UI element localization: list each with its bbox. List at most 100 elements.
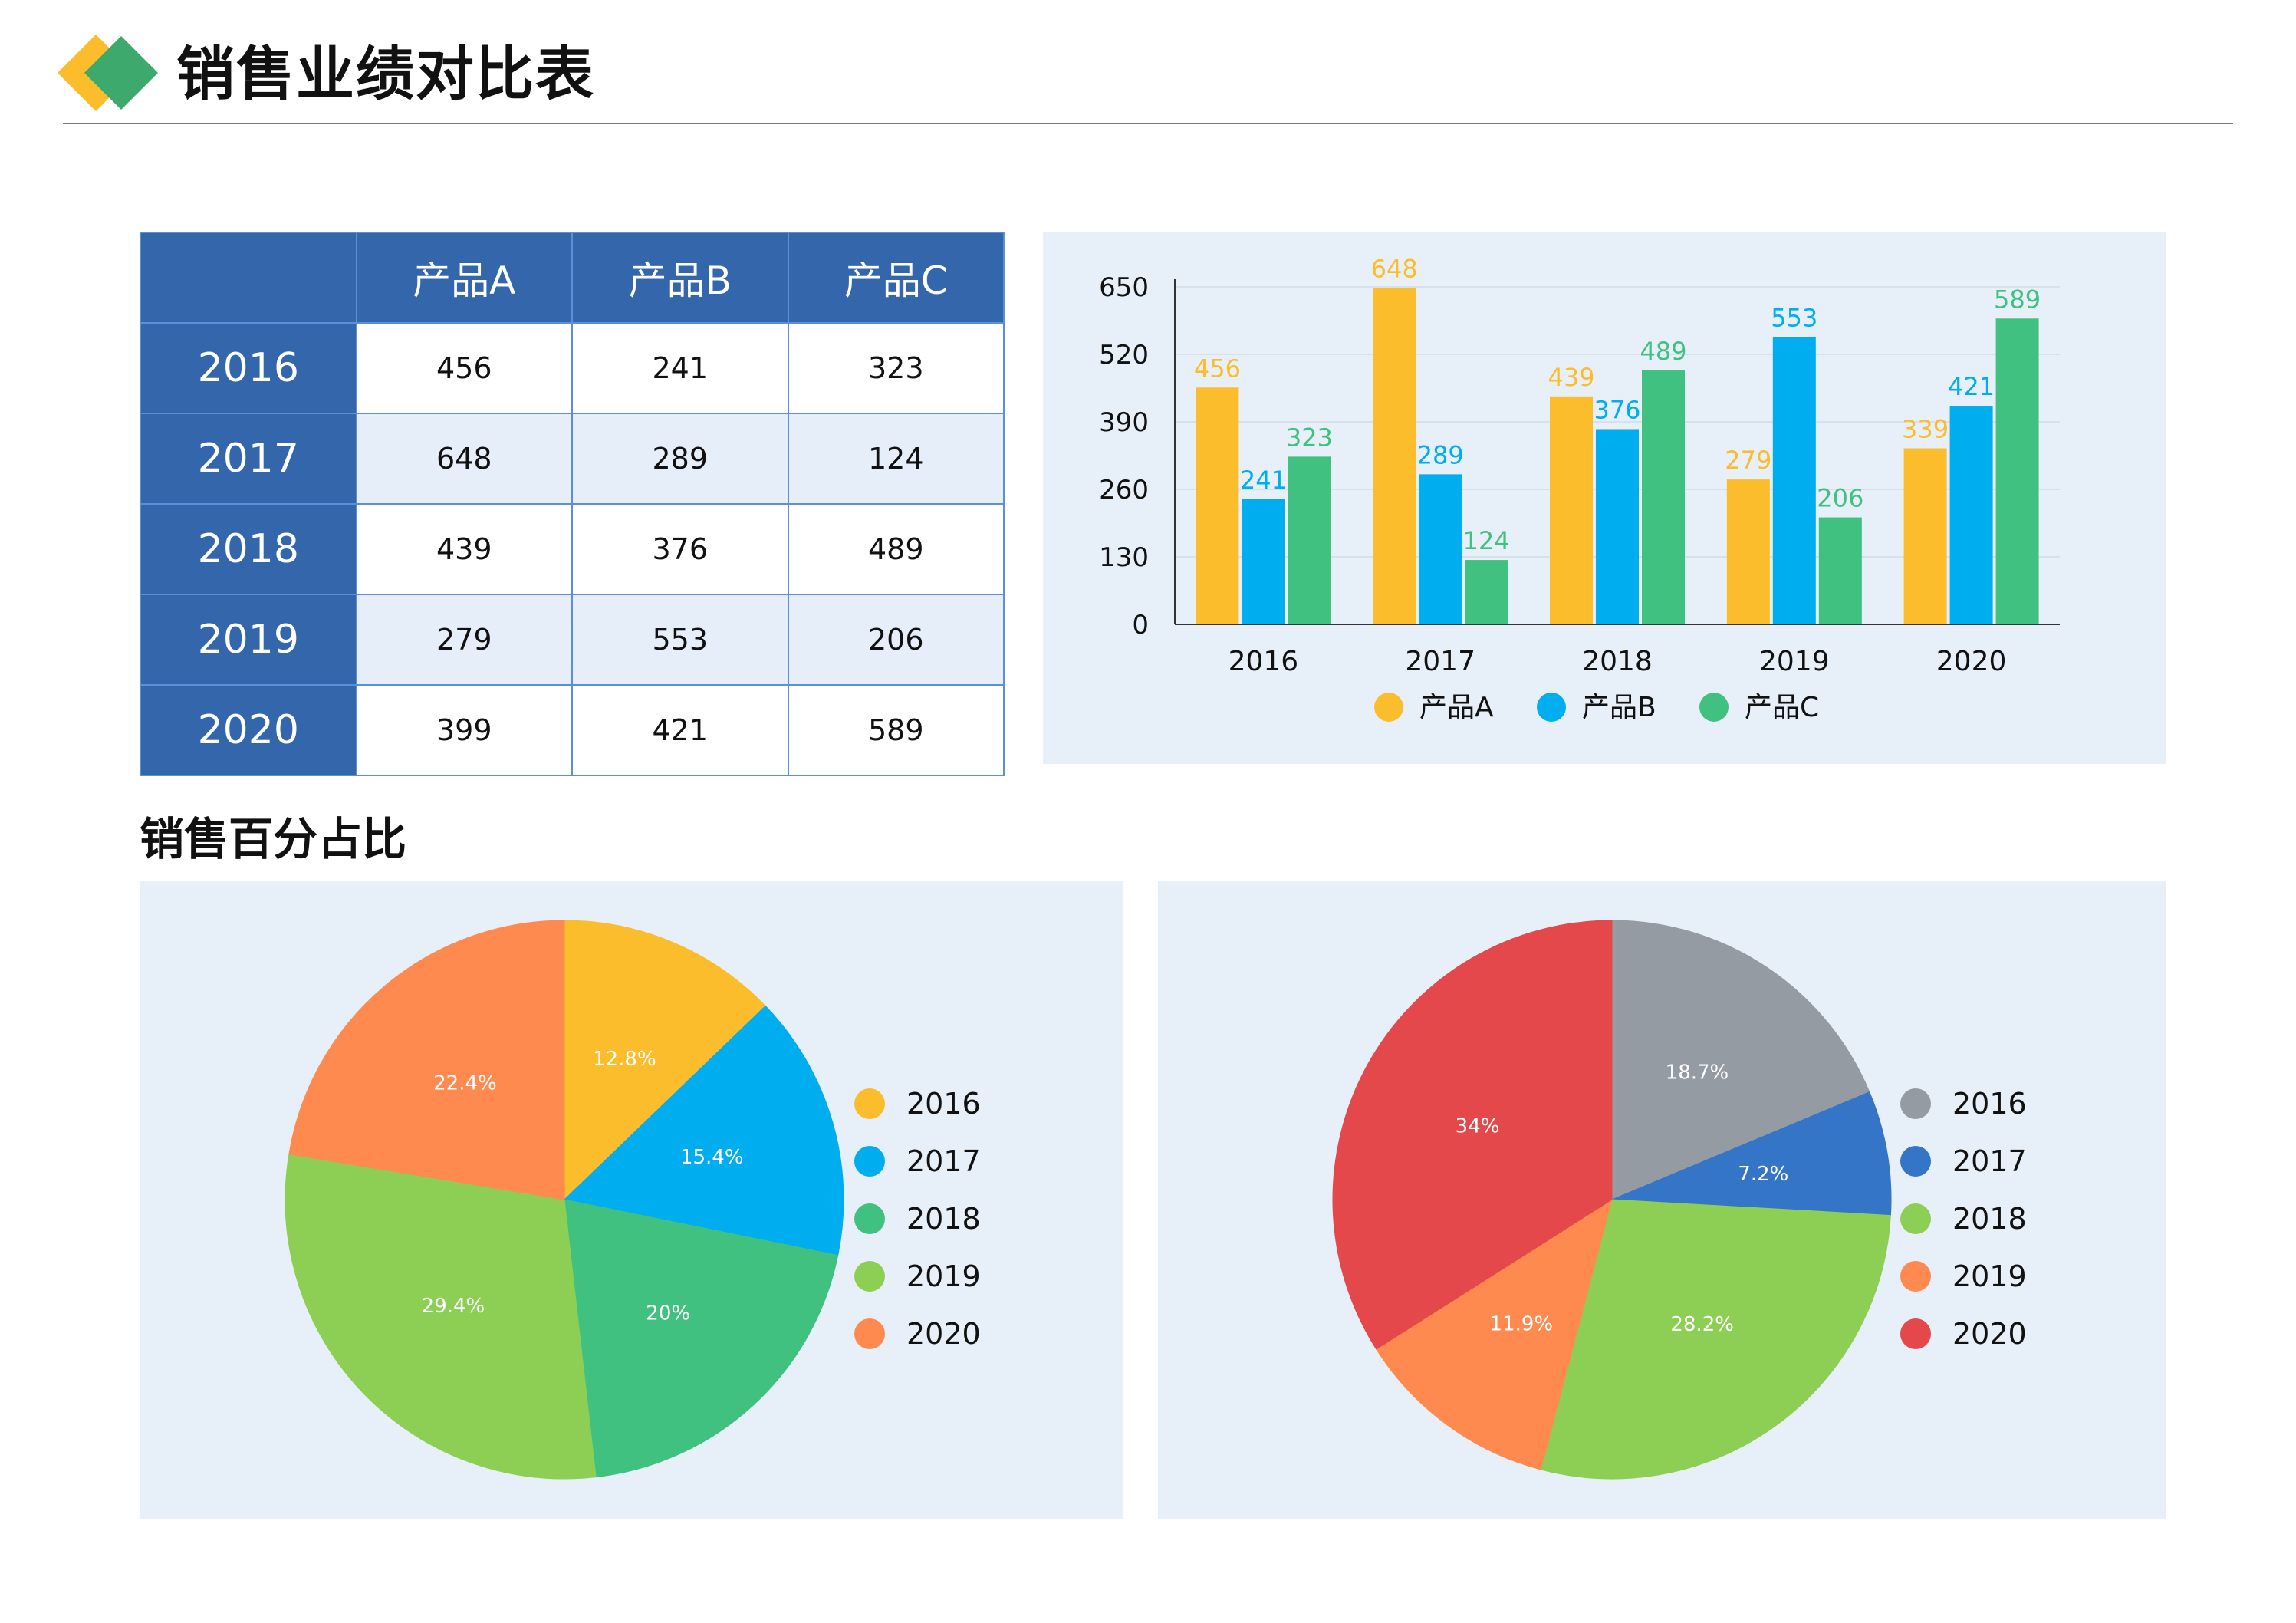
y-tick-label: 390 [1099, 407, 1149, 438]
table-cell: 489 [787, 503, 1005, 595]
table-cell: 399 [355, 684, 573, 776]
bar [1818, 517, 1862, 624]
slice-percent-label: 12.8% [593, 1048, 656, 1071]
bar [1642, 370, 1685, 624]
x-tick-label: 2020 [1936, 646, 2007, 677]
pie-chart-panel-1: 12.8% 15.4% 20% 29.4% 22.4% 2016 2017 2018 2019 2… [140, 881, 1123, 1519]
legend-marker [1900, 1318, 1931, 1349]
pie-chart-panel-2: 18.7% 7.2% 28.2% 11.9% 34% 2016 2017 2018 2019 20… [1158, 881, 2166, 1519]
legend-marker [854, 1203, 885, 1234]
legend-marker [854, 1318, 885, 1349]
pie-slice [563, 1005, 844, 1256]
row-header: 2019 [140, 594, 357, 686]
y-tick-label: 260 [1099, 475, 1149, 505]
bar [1903, 448, 1947, 624]
bar-value-label: 279 [1725, 446, 1771, 475]
pie-chart-2: 18.7% 7.2% 28.2% 11.9% 34% 2016 2017 2018 2019 20… [1332, 920, 2027, 1480]
table-cell: 279 [355, 594, 573, 686]
bar [1373, 288, 1416, 624]
slice-percent-label: 34% [1456, 1115, 1500, 1138]
pie-slice [1375, 1198, 1613, 1470]
pie-slice [564, 920, 766, 1201]
row-header: 2018 [140, 503, 357, 595]
table-cell: 648 [355, 413, 573, 505]
legend-label: 2017 [906, 1144, 981, 1178]
slice-percent-label: 29.4% [422, 1295, 485, 1318]
slice-percent-label: 22.4% [433, 1072, 497, 1095]
bar-value-label: 589 [1994, 285, 2041, 314]
legend-label: 产品A [1419, 692, 1494, 723]
x-tick-label: 2017 [1405, 646, 1475, 677]
legend-marker [1699, 693, 1729, 722]
row-header: 2017 [140, 413, 357, 505]
bar-value-label: 489 [1640, 337, 1686, 366]
column-header: 产品B [571, 232, 789, 324]
row-header: 2020 [140, 684, 357, 776]
pie-slice [1611, 920, 1870, 1200]
legend-marker [854, 1146, 885, 1177]
bar [1242, 499, 1285, 624]
pie-slice [1540, 1199, 1891, 1480]
column-header: 产品C [787, 232, 1005, 324]
legend-label: 2020 [1952, 1317, 2027, 1351]
table-cell: 289 [571, 413, 789, 505]
table-cell: 439 [355, 503, 573, 595]
table-cell: 206 [787, 594, 1005, 686]
table-cell: 376 [571, 503, 789, 595]
legend-label: 2019 [1952, 1259, 2027, 1293]
legend-marker [1900, 1261, 1931, 1292]
y-tick-label: 0 [1132, 610, 1149, 640]
bar-value-label: 339 [1902, 415, 1949, 444]
bar-value-label: 553 [1771, 304, 1817, 333]
bar-value-label: 241 [1240, 466, 1287, 495]
pie-slice [285, 1154, 597, 1480]
bar [1196, 387, 1239, 624]
table-cell: 241 [571, 322, 789, 414]
legend-marker [854, 1088, 885, 1119]
legend-label: 2017 [1952, 1144, 2027, 1178]
pie-chart-1: 12.8% 15.4% 20% 29.4% 22.4% 2016 2017 2018 2019 2… [285, 920, 981, 1480]
table-row: 2016 456 241 323 [140, 322, 1005, 414]
bar [1949, 406, 1993, 624]
legend-label: 2018 [906, 1202, 981, 1236]
y-tick-label: 130 [1099, 542, 1149, 573]
x-tick-label: 2016 [1229, 646, 1299, 677]
legend-label: 产品B [1582, 692, 1656, 723]
table-row: 2018 439 376 489 [140, 503, 1005, 595]
bar [1995, 318, 2039, 624]
pie-slice [1332, 920, 1613, 1350]
bar-value-label: 124 [1463, 526, 1510, 555]
bar-value-label: 376 [1594, 395, 1640, 424]
y-tick-label: 650 [1099, 272, 1149, 303]
bar-value-label: 206 [1817, 484, 1863, 513]
sales-table: 产品A 产品B 产品C 2016 456 241 323 2017 648 28… [140, 232, 1005, 776]
bar-value-label: 289 [1417, 440, 1464, 469]
column-header: 产品A [355, 232, 573, 324]
legend-marker [1374, 693, 1403, 722]
legend-label: 2016 [1952, 1087, 2027, 1121]
bar [1288, 456, 1331, 624]
bar [1419, 474, 1462, 624]
table-cell: 553 [571, 594, 789, 686]
bar-value-label: 456 [1194, 354, 1241, 383]
table-corner-cell [140, 232, 357, 324]
x-tick-label: 2018 [1582, 646, 1653, 677]
table-cell: 124 [787, 413, 1005, 505]
table-cell: 589 [787, 684, 1005, 776]
legend-marker [1900, 1203, 1931, 1234]
slice-percent-label: 11.9% [1490, 1313, 1554, 1336]
bar-value-label: 323 [1286, 423, 1333, 452]
title-divider [63, 123, 2233, 124]
legend-label: 2020 [906, 1317, 981, 1351]
legend-marker [1900, 1088, 1931, 1119]
table-cell: 323 [787, 322, 1005, 414]
slice-percent-label: 15.4% [680, 1146, 744, 1169]
y-tick-label: 520 [1099, 340, 1149, 370]
bar-value-label: 439 [1548, 363, 1594, 392]
legend-label: 产品C [1745, 692, 1819, 723]
legend-label: 2018 [1952, 1202, 2027, 1236]
legend-marker [1900, 1146, 1931, 1177]
bar [1772, 337, 1816, 624]
slice-percent-label: 18.7% [1666, 1061, 1729, 1084]
legend-marker [1537, 693, 1566, 722]
